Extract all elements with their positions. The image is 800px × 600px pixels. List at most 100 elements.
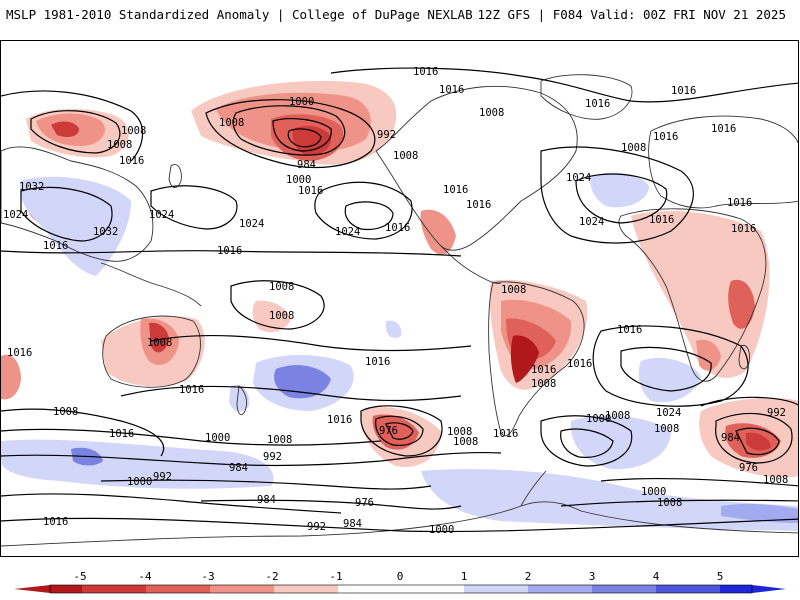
- coast-asia-west: [1, 146, 154, 262]
- colorbar-bin: [592, 585, 656, 593]
- isobar-labels: 1016 1016 1008 1008 1000 992 1008 1016 1…: [3, 66, 788, 536]
- anomaly-mexico: [420, 209, 456, 255]
- isobar-992-aleutian: [272, 118, 332, 152]
- isobar-992-se-low: [700, 396, 798, 407]
- isobar-label: 1008: [763, 474, 788, 486]
- isobar-1008-west-pacific: [30, 110, 121, 154]
- isobar-label: 1024: [566, 172, 591, 184]
- isobar-label: 1016: [7, 347, 32, 359]
- colorbar: -5 -4 -3 -2 -1 0 1 2 3 4 5: [0, 570, 800, 600]
- isobar-label: 1024: [579, 216, 604, 228]
- isobar-label: 992: [153, 471, 172, 483]
- isobar-label: 976: [379, 425, 398, 437]
- isobar-992-southern: [1, 451, 502, 467]
- isobar-label: 1016: [439, 84, 464, 96]
- isobar-1008-antarctic: [600, 477, 798, 487]
- map-panel: 1016 1016 1008 1008 1000 992 1008 1016 1…: [0, 40, 799, 557]
- anomaly-west-indian: [1, 354, 21, 400]
- isobar-1016-north-pacific: [1, 90, 144, 162]
- coast-south-america: [488, 281, 585, 437]
- colorbar-tick-label: -5: [73, 570, 87, 583]
- isobar-label: 984: [721, 432, 740, 444]
- colorbar-arrow-left: [14, 585, 50, 593]
- colorbar-bin: [656, 585, 720, 593]
- isobar-992-low-se: [360, 405, 443, 457]
- isobar-label: 1016: [531, 364, 556, 376]
- isobar-label: 1016: [413, 66, 438, 78]
- colorbar-bin: [338, 585, 464, 593]
- colorbar-tick-label: 4: [652, 570, 660, 583]
- isobar-label: 1008: [219, 117, 244, 129]
- isobar-label: 1008: [479, 107, 504, 119]
- isobars: [1, 67, 798, 533]
- isobar-label: 1016: [385, 222, 410, 234]
- isobar-984-southern: [100, 479, 432, 490]
- isobar-label: 1016: [466, 199, 491, 211]
- isobar-label: 1008: [147, 337, 172, 349]
- isobar-label: 1016: [671, 85, 696, 97]
- isobar-label: 1016: [585, 98, 610, 110]
- isobar-label: 1000: [429, 524, 454, 536]
- isobar-label: 976: [739, 462, 758, 474]
- isobar-label: 984: [343, 518, 362, 530]
- isobar-label: 1000: [641, 486, 666, 498]
- header: MSLP 1981-2010 Standardized Anomaly | Co…: [0, 0, 800, 28]
- colorbar-tick-label: -1: [329, 570, 343, 583]
- isobar-label: 1000: [127, 476, 152, 488]
- isobar-label: 984: [229, 462, 248, 474]
- isobar-1016-arctic: [330, 67, 798, 103]
- coastlines: [1, 74, 798, 547]
- coast-antarctica: [1, 501, 798, 547]
- coast-madagascar: [738, 344, 750, 370]
- isobar-label: 1008: [393, 150, 418, 162]
- isobar-1000-ant-low: [1, 493, 342, 514]
- isobar-label: 1008: [501, 284, 526, 296]
- isobar-1008-ant-low: [1, 517, 402, 532]
- isobar-1000-low-sw: [540, 415, 633, 467]
- colorbar-bin: [82, 585, 146, 593]
- anomaly-africa-east: [631, 211, 770, 378]
- isobar-label: 1032: [93, 226, 118, 238]
- colorbar-tick-label: 2: [524, 570, 532, 583]
- isobar-label: 1008: [654, 423, 679, 435]
- isobar-label: 1016: [649, 214, 674, 226]
- isobar-1000-southern: [1, 428, 382, 446]
- coast-africa: [618, 208, 767, 382]
- isobar-label: 1008: [621, 142, 646, 154]
- isobar-label: 1024: [149, 209, 174, 221]
- isobar-label: 1016: [43, 240, 68, 252]
- isobar-label: 1008: [267, 434, 292, 446]
- isobar-label: 1016: [617, 324, 642, 336]
- colorbar-bin: [720, 585, 752, 593]
- isobar-1016-subtropics: [1, 250, 462, 257]
- isobar-label: 1024: [656, 407, 681, 419]
- isobar-label: 1008: [447, 426, 472, 438]
- coast-new-zealand: [236, 385, 248, 416]
- isobar-976-southern: [200, 499, 462, 510]
- isobar-1016-south-atlantic: [592, 325, 749, 407]
- isobar-label: 1016: [298, 185, 323, 197]
- isobar-label: 992: [767, 407, 786, 419]
- isobar-984-se-low: [715, 412, 793, 464]
- isobar-label: 1008: [657, 497, 682, 509]
- anomaly-antarctic-band: [421, 469, 798, 531]
- isobar-label: 1016: [731, 223, 756, 235]
- colorbar-scale: [14, 584, 786, 594]
- isobar-label: 1024: [335, 226, 360, 238]
- isobar-1024-pacific-high: [344, 201, 394, 231]
- colorbar-tick-label: -4: [138, 570, 152, 583]
- isobar-1000-antarctic: [560, 499, 798, 507]
- anomaly-atlantic-high: [590, 172, 649, 208]
- coast-antarctic-peninsula: [520, 470, 547, 507]
- coast-north-america: [375, 85, 578, 251]
- isobar-label: 1016: [443, 184, 468, 196]
- colorbar-tick-label: -2: [265, 570, 279, 583]
- isobar-1016-south-pacific: [150, 334, 472, 352]
- isobar-1024-asia: [150, 185, 238, 230]
- anomaly-indian-ocean: [638, 357, 701, 403]
- isobar-label: 1000: [205, 432, 230, 444]
- isobar-label: 1016: [493, 428, 518, 440]
- isobar-label: 976: [355, 497, 374, 509]
- isobar-label: 1008: [107, 139, 132, 151]
- colorbar-tick-label: 5: [716, 570, 724, 583]
